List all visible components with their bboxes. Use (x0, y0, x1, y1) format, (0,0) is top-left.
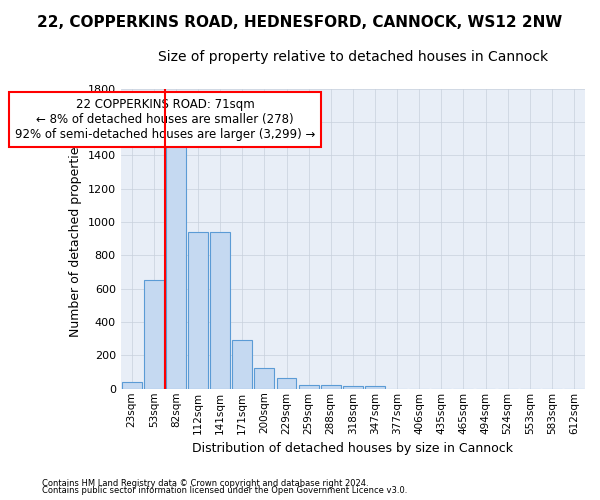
Bar (144, 280, 164, 389)
Bar (321, 385, 341, 389)
Bar (232, 340, 252, 389)
Bar (254, 368, 274, 389)
Bar (365, 386, 385, 389)
X-axis label: Distribution of detached houses by size in Cannock: Distribution of detached houses by size … (193, 442, 514, 455)
Text: 22 COPPERKINS ROAD: 71sqm
← 8% of detached houses are smaller (278)
92% of semi-: 22 COPPERKINS ROAD: 71sqm ← 8% of detach… (15, 98, 316, 141)
Bar (210, 232, 230, 389)
Text: 22, COPPERKINS ROAD, HEDNESFORD, CANNOCK, WS12 2NW: 22, COPPERKINS ROAD, HEDNESFORD, CANNOCK… (37, 15, 563, 30)
Y-axis label: Number of detached properties: Number of detached properties (69, 140, 82, 338)
Bar (277, 378, 296, 389)
Title: Size of property relative to detached houses in Cannock: Size of property relative to detached ho… (158, 50, 548, 64)
Bar (166, 144, 186, 389)
Bar (122, 382, 142, 389)
Text: Contains public sector information licensed under the Open Government Licence v3: Contains public sector information licen… (42, 486, 407, 495)
Bar (343, 386, 363, 389)
Bar (188, 232, 208, 389)
Bar (299, 385, 319, 389)
Text: Contains HM Land Registry data © Crown copyright and database right 2024.: Contains HM Land Registry data © Crown c… (42, 478, 368, 488)
